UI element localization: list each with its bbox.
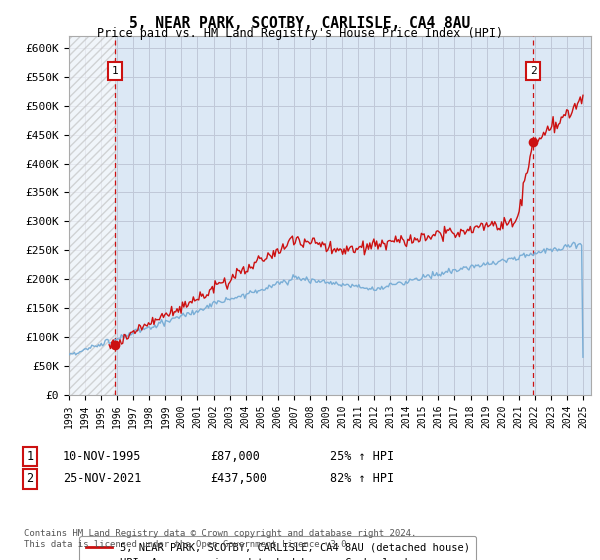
Text: 25% ↑ HPI: 25% ↑ HPI: [330, 450, 394, 463]
Text: 25-NOV-2021: 25-NOV-2021: [63, 472, 142, 486]
Text: 10-NOV-1995: 10-NOV-1995: [63, 450, 142, 463]
Legend: 5, NEAR PARK, SCOTBY, CARLISLE, CA4 8AU (detached house), HPI: Average price, de: 5, NEAR PARK, SCOTBY, CARLISLE, CA4 8AU …: [79, 536, 476, 560]
Text: 5, NEAR PARK, SCOTBY, CARLISLE, CA4 8AU: 5, NEAR PARK, SCOTBY, CARLISLE, CA4 8AU: [130, 16, 470, 31]
Text: 1: 1: [112, 66, 118, 76]
Text: 2: 2: [530, 66, 536, 76]
Text: Price paid vs. HM Land Registry's House Price Index (HPI): Price paid vs. HM Land Registry's House …: [97, 27, 503, 40]
Text: £437,500: £437,500: [210, 472, 267, 486]
Text: 2: 2: [26, 472, 34, 486]
Text: Contains HM Land Registry data © Crown copyright and database right 2024.
This d: Contains HM Land Registry data © Crown c…: [24, 529, 416, 549]
Text: 82% ↑ HPI: 82% ↑ HPI: [330, 472, 394, 486]
Text: £87,000: £87,000: [210, 450, 260, 463]
Bar: [69, 36, 115, 395]
Text: 1: 1: [26, 450, 34, 463]
